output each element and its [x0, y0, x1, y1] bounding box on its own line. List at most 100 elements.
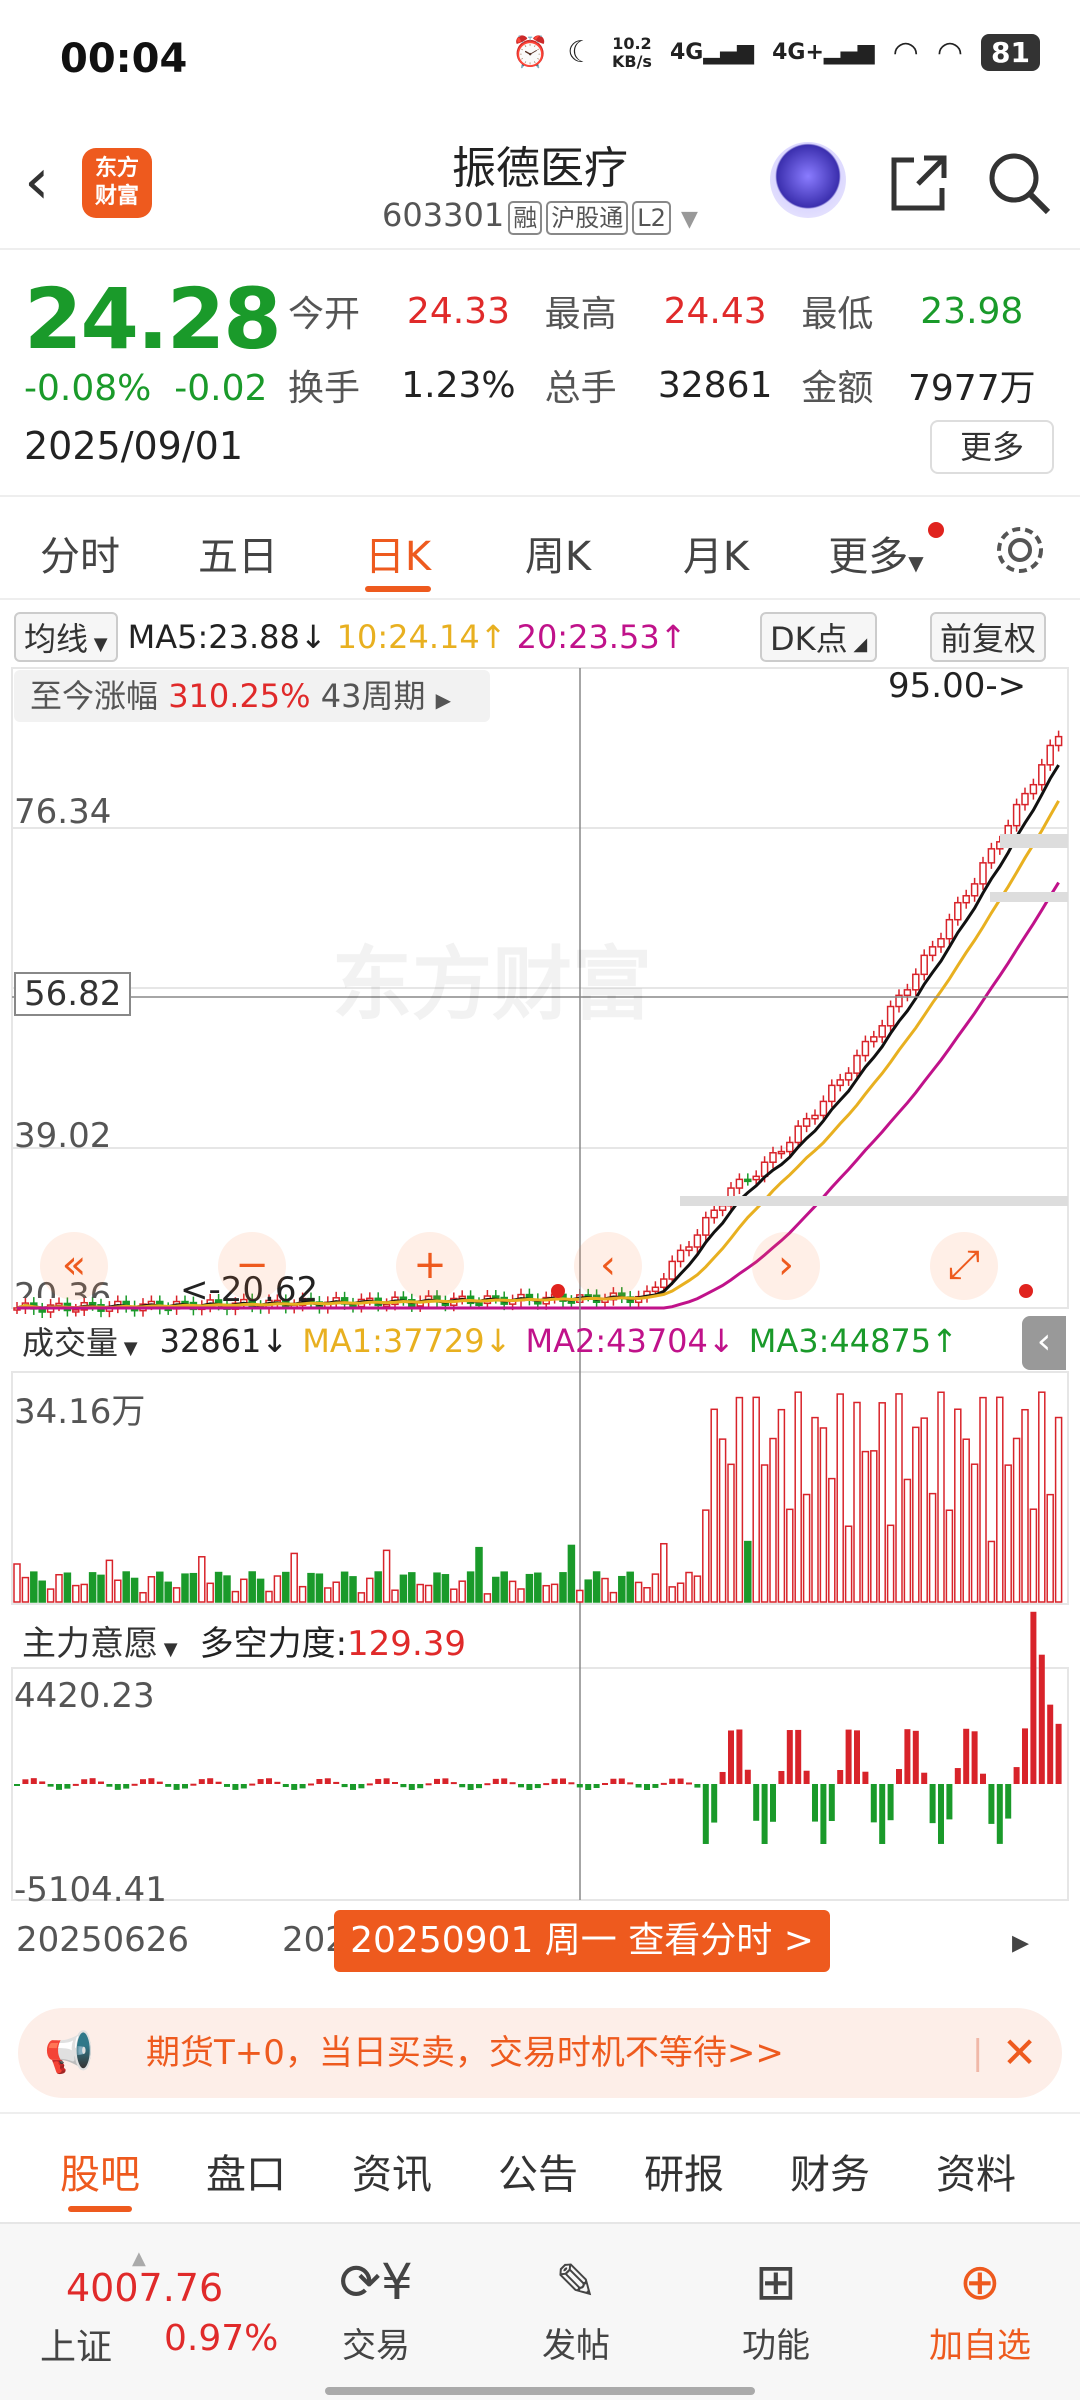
- force-bar: [1047, 1704, 1054, 1784]
- force-bar: [694, 1784, 701, 1788]
- volume-bar: [72, 1584, 80, 1603]
- volume-bar: [357, 1592, 366, 1603]
- add-watchlist-button[interactable]: ⊕ 加自选: [900, 2252, 1060, 2367]
- candle-body: [693, 1234, 702, 1248]
- volume-bar: [198, 1556, 206, 1603]
- share-icon[interactable]: [884, 148, 954, 218]
- volume-bar: [88, 1572, 97, 1603]
- ma-selector[interactable]: 均线 ▼: [14, 612, 118, 662]
- volume-bar: [1021, 1408, 1029, 1603]
- gear-icon[interactable]: [992, 522, 1048, 578]
- volume-bar: [1012, 1437, 1021, 1603]
- volume-bar: [928, 1492, 937, 1603]
- candle-body: [1012, 803, 1021, 827]
- force-bar: [753, 1784, 760, 1821]
- price-change: -0.08% -0.02: [24, 368, 268, 409]
- trade-button[interactable]: ⟳¥ 交易: [296, 2252, 456, 2367]
- candle-body: [752, 1175, 760, 1181]
- scroll-left-fast-button[interactable]: «: [40, 1232, 108, 1300]
- ai-assistant-icon[interactable]: [770, 142, 846, 218]
- collapse-panel-button[interactable]: ‹: [1022, 1316, 1066, 1370]
- rise-summary[interactable]: 至今涨幅 310.25% 43周期 ▶: [14, 670, 490, 722]
- volume-bar: [886, 1524, 895, 1603]
- tab-profile[interactable]: 资料: [936, 2152, 1016, 2198]
- force-bar: [593, 1784, 600, 1789]
- tab-news[interactable]: 资讯: [352, 2152, 432, 2198]
- scroll-right-button[interactable]: ›: [752, 1232, 820, 1300]
- force-bar: [602, 1782, 608, 1785]
- tab-five-day[interactable]: 五日: [198, 534, 278, 580]
- stock-code: 603301: [382, 196, 505, 234]
- force-bar: [963, 1728, 970, 1784]
- force-bar: [560, 1778, 566, 1784]
- force-bar: [896, 1769, 902, 1784]
- zoom-in-button[interactable]: +: [396, 1232, 464, 1300]
- force-bar: [854, 1730, 860, 1784]
- low-label: 最低: [801, 294, 874, 335]
- zoom-out-button[interactable]: −: [218, 1232, 286, 1300]
- close-icon[interactable]: ✕: [1002, 2028, 1038, 2077]
- max-marker: 95.00->: [888, 666, 1027, 706]
- volume-bar: [525, 1573, 534, 1603]
- candle-body: [819, 1100, 828, 1117]
- candle-body: [492, 1295, 500, 1299]
- volume-selector[interactable]: 成交量 ▼: [14, 1318, 146, 1364]
- tab-research[interactable]: 研报: [644, 2152, 724, 2198]
- search-icon[interactable]: [984, 148, 1054, 218]
- candle-body: [794, 1125, 802, 1144]
- functions-button[interactable]: ⊞ 功能: [696, 2252, 856, 2367]
- last-price: 24.28: [24, 270, 282, 368]
- force-bar: [526, 1784, 533, 1790]
- kline-chart[interactable]: [0, 660, 1080, 1905]
- force-bar: [450, 1782, 457, 1785]
- volume-bar: [987, 1540, 996, 1603]
- volume-bar: [139, 1591, 147, 1603]
- tab-orderbook[interactable]: 盘口: [206, 2152, 286, 2198]
- promo-banner[interactable]: 📢 期货T+0，当日买卖，交易时机不等待>> | ✕: [18, 2008, 1062, 2098]
- candle-body: [710, 1209, 718, 1219]
- volume-bar: [660, 1542, 668, 1603]
- tab-more[interactable]: 更多▼: [828, 534, 924, 580]
- tab-daily-k[interactable]: 日K: [364, 534, 432, 580]
- force-bar: [358, 1784, 365, 1789]
- status-icons: ⏰ ☾ 10.2 KB/s 4G▂▄▆ 4G+▂▄▆ ◠ ◠ 81: [512, 34, 1040, 71]
- force-bar: [980, 1773, 986, 1784]
- force-bar: [425, 1783, 432, 1786]
- force-bar: [459, 1784, 466, 1788]
- tab-forum[interactable]: 股吧: [60, 2152, 140, 2198]
- index-ticker[interactable]: ▲ 4007.76 上证 0.97%: [20, 2248, 278, 2378]
- more-quote-button[interactable]: 更多: [930, 420, 1054, 474]
- volume-bar: [895, 1393, 903, 1603]
- adjust-selector[interactable]: 前复权: [930, 612, 1047, 662]
- brand-logo[interactable]: 东方 财富: [82, 148, 152, 218]
- force-bar: [795, 1729, 802, 1784]
- post-button[interactable]: ✎ 发帖: [496, 2252, 656, 2367]
- play-icon[interactable]: ▸: [1012, 1922, 1030, 1962]
- force-bar: [224, 1784, 230, 1787]
- stock-name: 振德医疗: [452, 143, 628, 194]
- crosshair-value: 56.82: [14, 972, 132, 1016]
- tab-announcements[interactable]: 公告: [498, 2152, 578, 2198]
- tab-monthly-k[interactable]: 月K: [682, 534, 750, 580]
- fullscreen-button[interactable]: ⤢: [930, 1232, 998, 1300]
- support-band: [680, 1196, 1068, 1206]
- tab-weekly-k[interactable]: 周K: [524, 534, 592, 580]
- volume-value: 32861↓: [159, 1322, 289, 1360]
- volume-bar: [298, 1585, 307, 1603]
- force-bar: [89, 1778, 96, 1784]
- force-bar: [299, 1784, 306, 1789]
- scroll-left-button[interactable]: ‹: [574, 1232, 642, 1300]
- view-intraday-button[interactable]: 20250901 周一 查看分时 >: [334, 1910, 830, 1972]
- volume-bar: [466, 1571, 475, 1603]
- back-icon[interactable]: ‹: [24, 145, 50, 219]
- volume-bar: [97, 1574, 105, 1603]
- dk-point-selector[interactable]: DK点 ◢: [760, 612, 878, 662]
- indicator-selector[interactable]: 主力意愿 ▼: [14, 1616, 186, 1665]
- content-tabs: 股吧 盘口 资讯 公告 研报 财务 资料: [0, 2112, 1080, 2216]
- candle-body: [912, 973, 920, 991]
- force-bar: [30, 1778, 37, 1784]
- tab-finance[interactable]: 财务: [790, 2152, 870, 2198]
- resistance-band: [1000, 834, 1068, 848]
- stock-code-row[interactable]: 603301 融沪股通 L2 ▼: [0, 196, 1080, 235]
- tab-intraday[interactable]: 分时: [40, 534, 120, 580]
